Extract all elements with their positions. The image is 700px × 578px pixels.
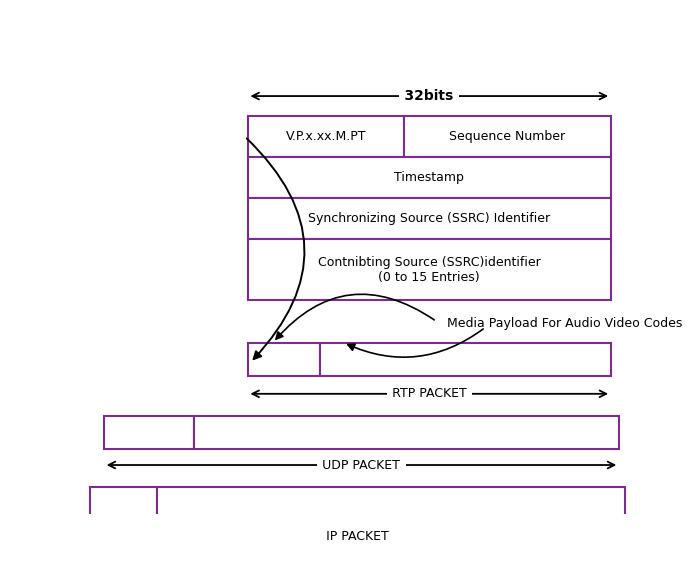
Text: Media Payload For Audio Video Codes: Media Payload For Audio Video Codes [447, 317, 682, 330]
Bar [157, 487, 624, 521]
Text: Sequence Number: Sequence Number [449, 130, 566, 143]
Bar [248, 157, 611, 198]
Text: V.P.x.xx.M.PT: V.P.x.xx.M.PT [286, 130, 366, 143]
Text: 32bits: 32bits [401, 89, 457, 103]
Text: Contnibting Source (SSRC)identifier
(0 to 15 Entries): Contnibting Source (SSRC)identifier (0 t… [318, 255, 540, 284]
Bar [248, 198, 611, 239]
Text: RTP PACKET: RTP PACKET [389, 387, 470, 401]
Text: Timestamp: Timestamp [394, 171, 464, 184]
Bar [104, 416, 194, 450]
Bar [320, 343, 611, 376]
Bar [90, 487, 157, 521]
Text: IP PACKET: IP PACKET [323, 529, 392, 543]
Text: Synchronizing Source (SSRC) Identifier: Synchronizing Source (SSRC) Identifier [308, 212, 550, 225]
Text: UDP PACKET: UDP PACKET [319, 458, 403, 472]
Bar [194, 416, 619, 450]
Bar [248, 239, 611, 301]
Bar [248, 343, 320, 376]
Bar [404, 116, 611, 157]
Bar [248, 116, 404, 157]
